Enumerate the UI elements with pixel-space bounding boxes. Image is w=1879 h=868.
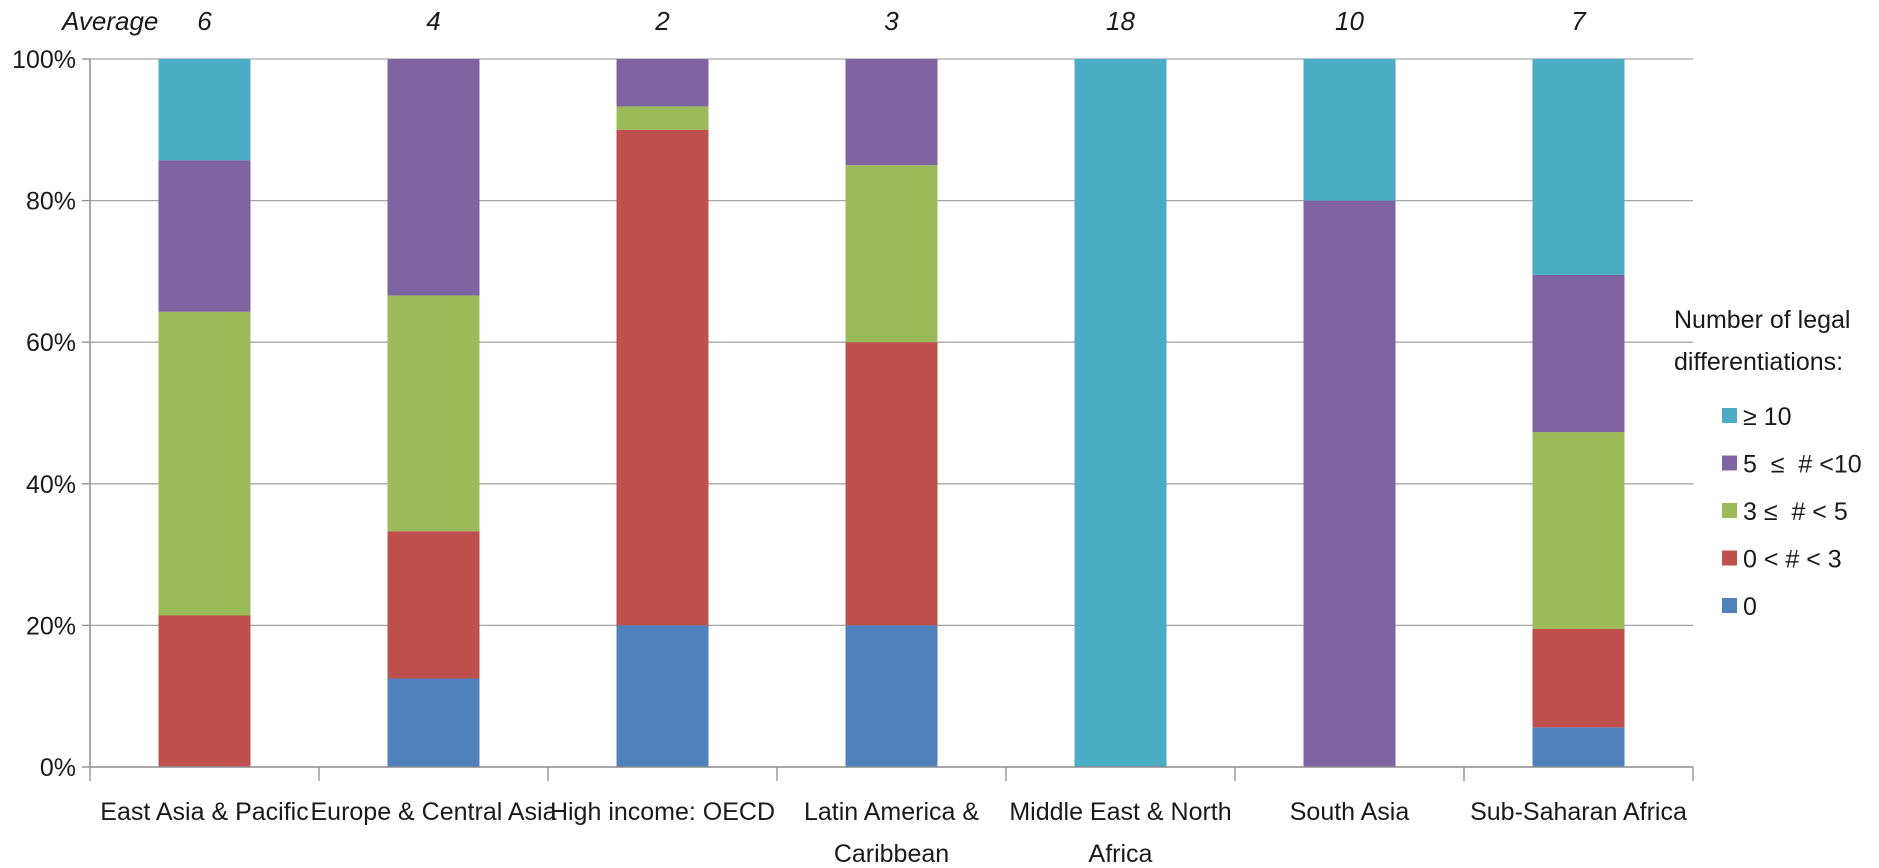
x-category-labels: East Asia & Pacific Europe & Central Asia…	[100, 798, 1687, 868]
average-value-label: 10	[1335, 6, 1364, 36]
bar-segment	[158, 59, 251, 161]
bar-segment	[616, 106, 709, 130]
bar-segment	[158, 615, 251, 767]
bar-segment	[387, 59, 480, 296]
bar-segment	[387, 295, 480, 532]
legend-swatch	[1722, 598, 1737, 613]
y-tick-labels: 0% 20% 40% 60% 80% 100%	[12, 46, 76, 782]
legend-title: Number of legal differentiations:	[1674, 306, 1850, 376]
bar-segment	[387, 531, 480, 679]
average-value-label: 2	[654, 6, 670, 36]
bar-segment	[616, 625, 709, 767]
bar-segment	[1303, 200, 1396, 768]
legend-label: 5 ≤ # <10	[1743, 451, 1862, 479]
y-tick-label: 60%	[26, 329, 76, 357]
average-value-label: 4	[426, 6, 440, 36]
x-category-label: East Asia & Pacific	[100, 798, 308, 826]
average-value-label: 6	[197, 6, 212, 36]
x-category-label: Middle East & North Africa	[1009, 798, 1231, 868]
bar-segment	[387, 678, 480, 767]
legend-swatch	[1722, 408, 1737, 423]
bar-segment	[158, 160, 251, 312]
bar-segment	[616, 129, 709, 626]
bar-segment	[845, 165, 938, 343]
y-tick-label: 40%	[26, 471, 76, 499]
legend-swatch	[1722, 550, 1737, 566]
bars	[158, 59, 1625, 768]
y-tick-label: 100%	[12, 46, 76, 74]
y-tick-label: 0%	[40, 754, 76, 782]
bar-segment	[1303, 59, 1396, 201]
average-value-label: 3	[884, 6, 899, 36]
legend-label: ≥ 10	[1743, 403, 1791, 431]
legend-swatch	[1722, 503, 1737, 518]
bar-segment	[845, 342, 938, 626]
bar-segment	[845, 625, 938, 767]
average-header-label: Average	[60, 6, 158, 36]
x-category-label: Sub-Saharan Africa	[1470, 798, 1687, 826]
legend-label: 3 ≤ # < 5	[1743, 498, 1848, 526]
average-labels: 6 4 2 3 18 10 7 Average	[60, 6, 1587, 36]
x-category-label: Latin America & Caribbean	[804, 798, 979, 868]
bar-segment	[158, 311, 251, 616]
x-category-label: Europe & Central Asia	[311, 798, 557, 826]
bar-segment	[1074, 59, 1167, 767]
bar-segment	[1532, 432, 1625, 629]
average-value-label: 7	[1571, 6, 1587, 36]
bar-segment	[1532, 628, 1625, 728]
legend-swatch	[1722, 455, 1737, 471]
axes	[82, 58, 1694, 781]
legend: Number of legal differentiations: ≥ 10 5 ≤ …	[1674, 306, 1862, 621]
x-category-label: South Asia	[1290, 798, 1410, 826]
bar-segment	[1532, 274, 1625, 433]
bar-segment	[845, 59, 938, 166]
y-tick-label: 80%	[26, 188, 76, 216]
x-category-label: High income: OECD	[550, 798, 775, 826]
bar-segment	[1532, 727, 1625, 767]
bar-segment	[616, 59, 709, 107]
y-tick-label: 20%	[26, 612, 76, 640]
legend-label: 0 < # < 3	[1743, 546, 1842, 574]
bar-segment	[1532, 59, 1625, 275]
legend-label: 0	[1743, 593, 1757, 621]
average-value-label: 18	[1106, 6, 1135, 36]
